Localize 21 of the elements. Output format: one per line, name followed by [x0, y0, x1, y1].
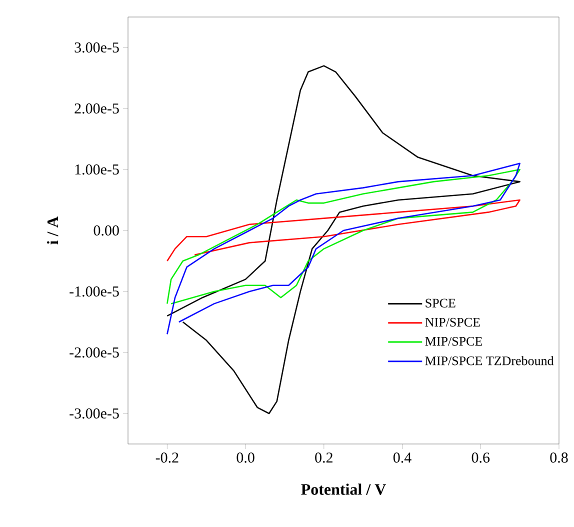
x-tick-label: -0.2 — [156, 452, 178, 463]
legend-label: MIP/SPCE TZDrebound — [425, 356, 554, 366]
y-tick-label: 0.00 — [94, 225, 119, 236]
line-series — [166, 162, 520, 335]
legend-label: SPCE — [426, 298, 456, 308]
y-tick-label: -2.00e-5 — [70, 347, 119, 358]
y-tick-label: -3.00e-5 — [70, 408, 119, 419]
x-tick-label: 0.4 — [393, 452, 412, 463]
x-tick-label: 0.8 — [550, 452, 568, 463]
x-tick-label: 0.2 — [315, 452, 332, 463]
legend-label: MIP/SPCE — [425, 336, 482, 346]
x-axis-title: Potential / V — [301, 484, 386, 495]
line-series — [166, 199, 520, 262]
y-tick-label: 3.00e-5 — [74, 42, 119, 53]
y-tick-label: 1.00e-5 — [75, 164, 119, 175]
y-axis-title: i / A — [46, 216, 58, 244]
y-tick-label: 2.00e-5 — [74, 103, 119, 114]
x-tick-label: 0.6 — [472, 452, 490, 463]
legend-label: NIP/SPCE — [425, 318, 480, 327]
x-tick-label: 0.0 — [236, 452, 254, 463]
y-tick-label: -1.00e-5 — [70, 286, 119, 297]
